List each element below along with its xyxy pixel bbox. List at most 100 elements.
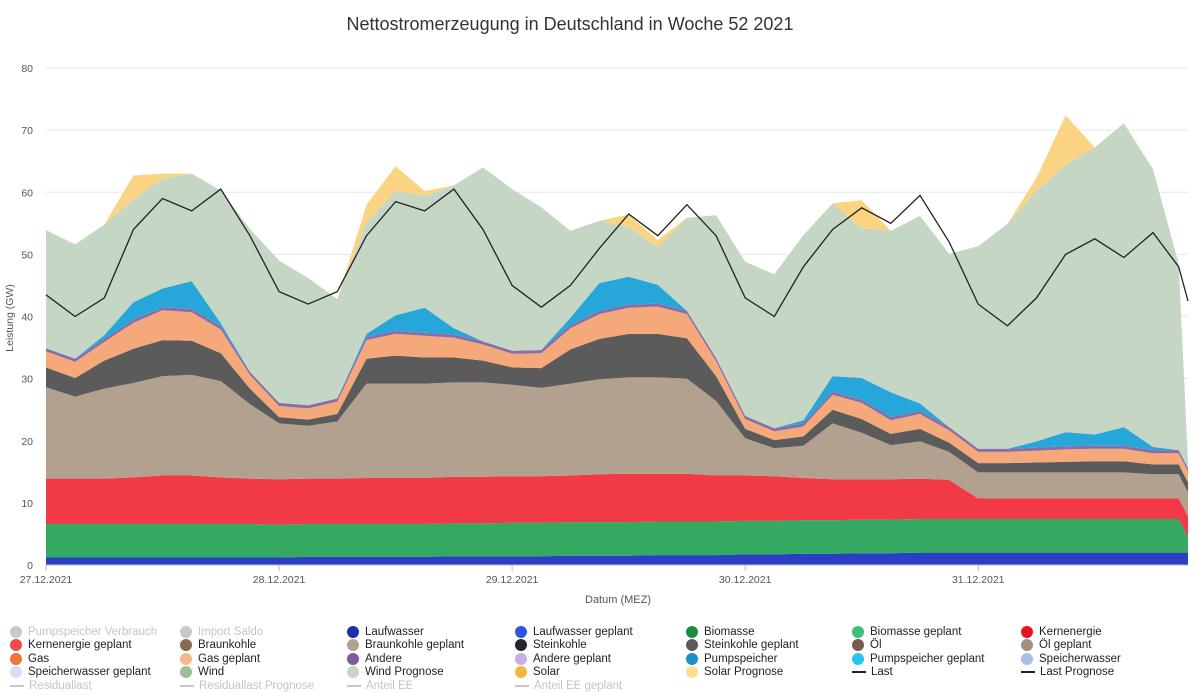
area-kernenergie[interactable] [46, 473, 1188, 537]
legend-item-anteil-ee-geplant[interactable]: Anteil EE geplant [515, 679, 622, 692]
area-laufwasser[interactable] [46, 552, 1188, 565]
legend-item--l-geplant[interactable]: Öl geplant [1021, 639, 1091, 652]
legend-dot-icon [515, 625, 527, 638]
y-tick-label: 80 [21, 63, 33, 75]
legend-dot-icon [180, 639, 192, 651]
legend-line-icon [852, 671, 866, 673]
legend-label: Andere geplant [533, 652, 612, 665]
legend-dot-icon [10, 652, 22, 665]
legend-line-icon [1021, 671, 1035, 673]
legend-label: Pumpspeicher Verbrauch [28, 625, 158, 638]
legend-dot-icon [180, 666, 192, 678]
legend-line-icon [180, 684, 194, 687]
x-tick-label: 30.12.2021 [719, 574, 772, 586]
legend-item-kernenergie[interactable]: Kernenergie [1021, 625, 1102, 638]
area-wind[interactable] [46, 123, 1188, 469]
legend-item-import-saldo[interactable]: Import Saldo [180, 625, 263, 638]
x-tick-label: 27.12.2021 [20, 574, 73, 586]
legend-item-pumpspeicher[interactable]: Pumpspeicher [686, 652, 778, 665]
legend: Pumpspeicher Verbrauch Import Saldo Laufwa… [0, 624, 1200, 694]
legend-item-andere[interactable]: Andere [347, 652, 402, 665]
legend-dot-icon [852, 639, 864, 651]
area-solar[interactable] [46, 115, 1188, 462]
legend-label: Kernenergie [1039, 625, 1102, 638]
legend-item-wind[interactable]: Wind [180, 666, 224, 679]
legend-item-biomasse[interactable]: Biomasse [686, 625, 755, 638]
x-tick-label: 28.12.2021 [253, 574, 306, 586]
legend-dot-icon [180, 625, 192, 638]
legend-label: Solar [533, 666, 560, 678]
legend-item-residuallast[interactable]: Residuallast [10, 679, 92, 692]
legend-label: Braunkohle geplant [365, 639, 465, 651]
legend-item-speicherwasser-geplant[interactable]: Speicherwasser geplant [10, 666, 151, 679]
legend-item-pumpspeicher-geplant[interactable]: Pumpspeicher geplant [852, 652, 984, 665]
area-pumpspeicher[interactable] [46, 276, 1188, 469]
y-tick-label: 70 [21, 125, 33, 137]
legend-label: Öl [870, 639, 882, 651]
legend-dot-icon [686, 652, 698, 665]
area-braunkohle[interactable] [46, 374, 1188, 517]
legend-item-laufwasser[interactable]: Laufwasser [347, 625, 424, 638]
chart-area: Nettostromerzeugung in Deutschland in Wo… [4, 14, 1189, 606]
legend-dot-icon [10, 625, 22, 638]
legend-label: Gas [28, 652, 50, 665]
x-tick-label: 29.12.2021 [486, 574, 539, 586]
legend-item-steinkohle-geplant[interactable]: Steinkohle geplant [686, 639, 799, 652]
x-tick-label: 31.12.2021 [952, 574, 1005, 586]
line-last[interactable] [45, 188, 1189, 327]
legend-item-braunkohle[interactable]: Braunkohle [180, 639, 256, 652]
legend-label: Laufwasser [365, 625, 424, 638]
series-lines[interactable] [45, 188, 1189, 327]
legend-dot-icon [1021, 625, 1033, 638]
legend-dot-icon [515, 652, 527, 665]
legend-item-steinkohle[interactable]: Steinkohle [515, 639, 587, 652]
legend-item-last[interactable]: Last [852, 666, 893, 679]
legend-dot-icon [10, 639, 22, 651]
legend-label: Speicherwasser geplant [28, 666, 151, 678]
legend-label: Kernenergie geplant [28, 639, 132, 651]
stacked-areas[interactable] [46, 115, 1188, 565]
legend-item-solar-prognose[interactable]: Solar Prognose [686, 666, 783, 679]
legend-dot-icon [852, 652, 864, 665]
legend-item-last-prognose[interactable]: Last Prognose [1021, 666, 1114, 679]
legend-label: Steinkohle [533, 639, 587, 651]
legend-label: Andere [365, 652, 403, 665]
legend-item-anteil-ee[interactable]: Anteil EE [347, 679, 413, 692]
legend-item-wind-prognose[interactable]: Wind Prognose [347, 666, 444, 679]
legend-item-braunkohle-geplant[interactable]: Braunkohle geplant [347, 639, 464, 652]
legend-dot-icon [347, 652, 359, 665]
legend-dot-icon [686, 639, 698, 651]
legend-item-pumpspeicher-verbrauch[interactable]: Pumpspeicher Verbrauch [10, 625, 157, 638]
legend-dot-icon [686, 625, 698, 638]
legend-item-residuallast-prognose[interactable]: Residuallast Prognose [180, 679, 314, 692]
legend-dot-icon [515, 639, 527, 651]
axes: 0 10 20 30 40 50 60 70 80 27.12.2021 28.12.2021 29.… [20, 63, 1188, 586]
legend-item-gas[interactable]: Gas [10, 652, 49, 665]
y-tick-label: 30 [21, 374, 33, 386]
legend-label: Residuallast Prognose [199, 679, 315, 692]
legend-item-speicherwasser[interactable]: Speicherwasser [1021, 652, 1121, 665]
legend-item-andere-geplant[interactable]: Andere geplant [515, 652, 611, 665]
legend-label: Biomasse [704, 625, 755, 638]
legend-item-biomasse-geplant[interactable]: Biomasse geplant [852, 625, 961, 638]
area-biomasse[interactable] [46, 519, 1188, 558]
legend-item-gas-geplant[interactable]: Gas geplant [180, 652, 260, 665]
legend-dot-icon [347, 639, 359, 651]
y-tick-label: 50 [21, 249, 33, 261]
legend-dot-icon [686, 666, 698, 678]
legend-item--l[interactable]: Öl [852, 639, 882, 652]
legend-dot-icon [1021, 652, 1033, 665]
legend-label: Braunkohle [198, 639, 257, 651]
legend-dot-icon [852, 625, 864, 638]
legend-label: Steinkohle geplant [704, 639, 799, 651]
legend-label: Speicherwasser [1039, 652, 1121, 665]
area-gas[interactable] [46, 306, 1188, 483]
legend-item-laufwasser-geplant[interactable]: Laufwasser geplant [515, 625, 633, 638]
area-steinkohle[interactable] [46, 333, 1188, 493]
legend-label: Anteil EE geplant [534, 679, 623, 692]
legend-item-kernenergie-geplant[interactable]: Kernenergie geplant [10, 639, 132, 652]
legend-label: Laufwasser geplant [533, 625, 633, 638]
y-tick-label: 60 [21, 187, 33, 199]
y-tick-label: 0 [27, 560, 33, 572]
legend-item-solar[interactable]: Solar [515, 666, 560, 679]
